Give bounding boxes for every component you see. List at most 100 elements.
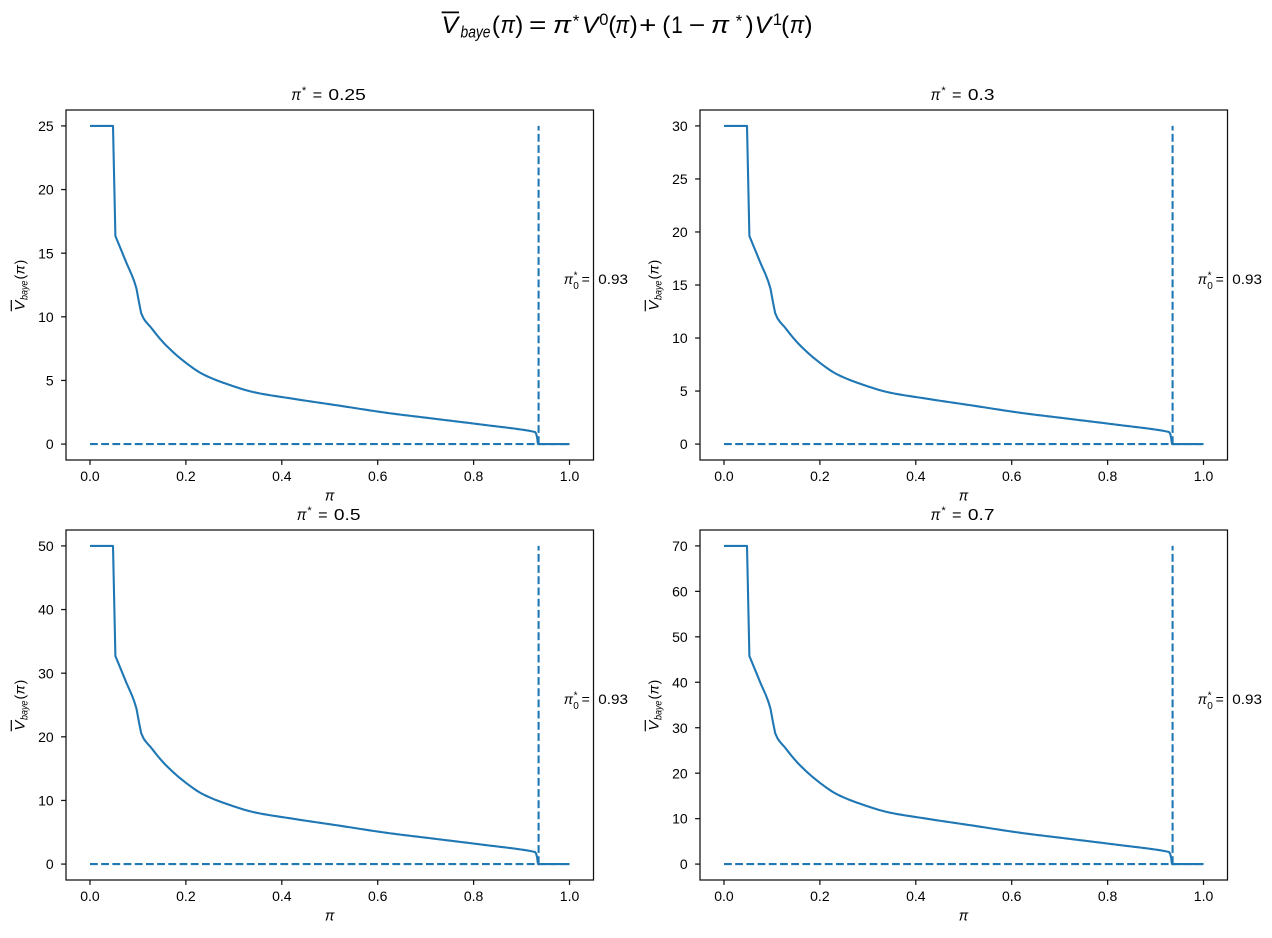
svg-text:π: π: [297, 507, 307, 524]
svg-text:0: 0: [1207, 701, 1213, 712]
svg-text:π: π: [1198, 271, 1208, 287]
svg-text:10: 10: [38, 793, 54, 809]
svg-text:0: 0: [1207, 281, 1213, 292]
svg-text:*: *: [307, 505, 312, 517]
svg-text:π: π: [646, 684, 662, 694]
svg-text:0.0: 0.0: [80, 468, 100, 484]
svg-text:V: V: [12, 719, 28, 731]
svg-text:baye: baye: [20, 700, 31, 720]
svg-text:0.6: 0.6: [1002, 888, 1022, 904]
svg-text:*: *: [302, 85, 307, 97]
svg-text:0.0: 0.0: [714, 888, 734, 904]
svg-text:V: V: [646, 719, 662, 731]
svg-text:60: 60: [672, 583, 688, 599]
svg-text:0.6: 0.6: [368, 888, 388, 904]
svg-text:1.0: 1.0: [1194, 888, 1214, 904]
svg-text:baye: baye: [20, 280, 31, 300]
svg-text:0.4: 0.4: [272, 888, 292, 904]
svg-text:(: (: [781, 12, 789, 39]
svg-text:=: =: [952, 87, 962, 104]
svg-text:=: =: [1216, 691, 1224, 707]
svg-text:30: 30: [38, 665, 54, 681]
svg-text:0.25: 0.25: [328, 87, 366, 104]
svg-text:0.2: 0.2: [810, 468, 830, 484]
svg-text:*: *: [1208, 691, 1212, 702]
svg-text:0.8: 0.8: [464, 468, 484, 484]
svg-text:70: 70: [672, 538, 688, 554]
svg-text:V: V: [755, 12, 774, 39]
svg-text:π: π: [325, 907, 335, 924]
svg-text:15: 15: [672, 277, 688, 293]
svg-text:25: 25: [38, 118, 54, 134]
svg-text:): ): [12, 260, 28, 265]
svg-text:=: =: [582, 271, 590, 287]
svg-text:0.0: 0.0: [80, 888, 100, 904]
svg-text:0.2: 0.2: [176, 888, 196, 904]
svg-text:*: *: [574, 271, 578, 282]
svg-text:0.2: 0.2: [176, 468, 196, 484]
svg-text:+: +: [639, 12, 656, 39]
svg-text:1.0: 1.0: [560, 468, 580, 484]
svg-text:V: V: [646, 299, 662, 311]
svg-text:30: 30: [672, 118, 688, 134]
svg-text:5: 5: [46, 373, 54, 389]
svg-text:0.4: 0.4: [906, 888, 926, 904]
svg-text:0.0: 0.0: [714, 468, 734, 484]
svg-text:0.93: 0.93: [598, 691, 628, 707]
svg-text:π: π: [291, 87, 301, 104]
svg-text:0.4: 0.4: [906, 468, 926, 484]
svg-text:π: π: [564, 691, 574, 707]
svg-text:*: *: [941, 85, 946, 97]
svg-text:15: 15: [38, 245, 54, 261]
svg-text:5: 5: [680, 383, 688, 399]
svg-text:1.0: 1.0: [560, 888, 580, 904]
svg-text:baye: baye: [654, 280, 665, 300]
svg-text:π: π: [646, 264, 662, 274]
svg-text:0: 0: [46, 856, 54, 872]
svg-text:(: (: [608, 12, 616, 39]
svg-text:baye: baye: [461, 23, 491, 42]
svg-text:): ): [630, 12, 638, 39]
svg-text:1: 1: [773, 11, 782, 29]
svg-text:0.6: 0.6: [1002, 468, 1022, 484]
svg-text:*: *: [574, 691, 578, 702]
svg-text:): ): [746, 12, 754, 39]
svg-text:0: 0: [46, 436, 54, 452]
svg-text:10: 10: [672, 330, 688, 346]
svg-text:10: 10: [38, 309, 54, 325]
svg-text:π: π: [564, 271, 574, 287]
svg-text:−: −: [689, 12, 706, 39]
svg-text:π: π: [12, 264, 28, 274]
svg-text:0.8: 0.8: [1098, 888, 1118, 904]
svg-text:): ): [12, 680, 28, 685]
svg-text:(: (: [492, 12, 500, 39]
svg-text:π: π: [931, 507, 941, 524]
svg-text:40: 40: [38, 602, 54, 618]
svg-text:): ): [805, 12, 813, 39]
svg-text:0.8: 0.8: [1098, 468, 1118, 484]
svg-text:20: 20: [38, 182, 54, 198]
svg-text:*: *: [1208, 271, 1212, 282]
svg-text:π: π: [711, 12, 730, 39]
svg-text:(: (: [12, 695, 28, 700]
svg-text:π: π: [553, 12, 572, 39]
svg-text:1: 1: [671, 12, 683, 39]
svg-text:V: V: [442, 12, 461, 39]
svg-text:V: V: [12, 299, 28, 311]
svg-text:π: π: [790, 12, 805, 39]
svg-text:40: 40: [672, 674, 688, 690]
svg-text:50: 50: [38, 538, 54, 554]
svg-text:10: 10: [672, 811, 688, 827]
svg-text:π: π: [1198, 691, 1208, 707]
svg-text:π: π: [501, 12, 516, 39]
svg-text:*: *: [736, 12, 743, 31]
svg-text:30: 30: [672, 720, 688, 736]
svg-text:0.5: 0.5: [334, 507, 361, 524]
svg-text:0: 0: [680, 436, 688, 452]
svg-text:): ): [515, 12, 523, 39]
svg-text:*: *: [573, 12, 580, 31]
svg-text:25: 25: [672, 171, 688, 187]
svg-text:0.4: 0.4: [272, 468, 292, 484]
svg-text:=: =: [313, 87, 323, 104]
svg-text:=: =: [318, 507, 328, 524]
